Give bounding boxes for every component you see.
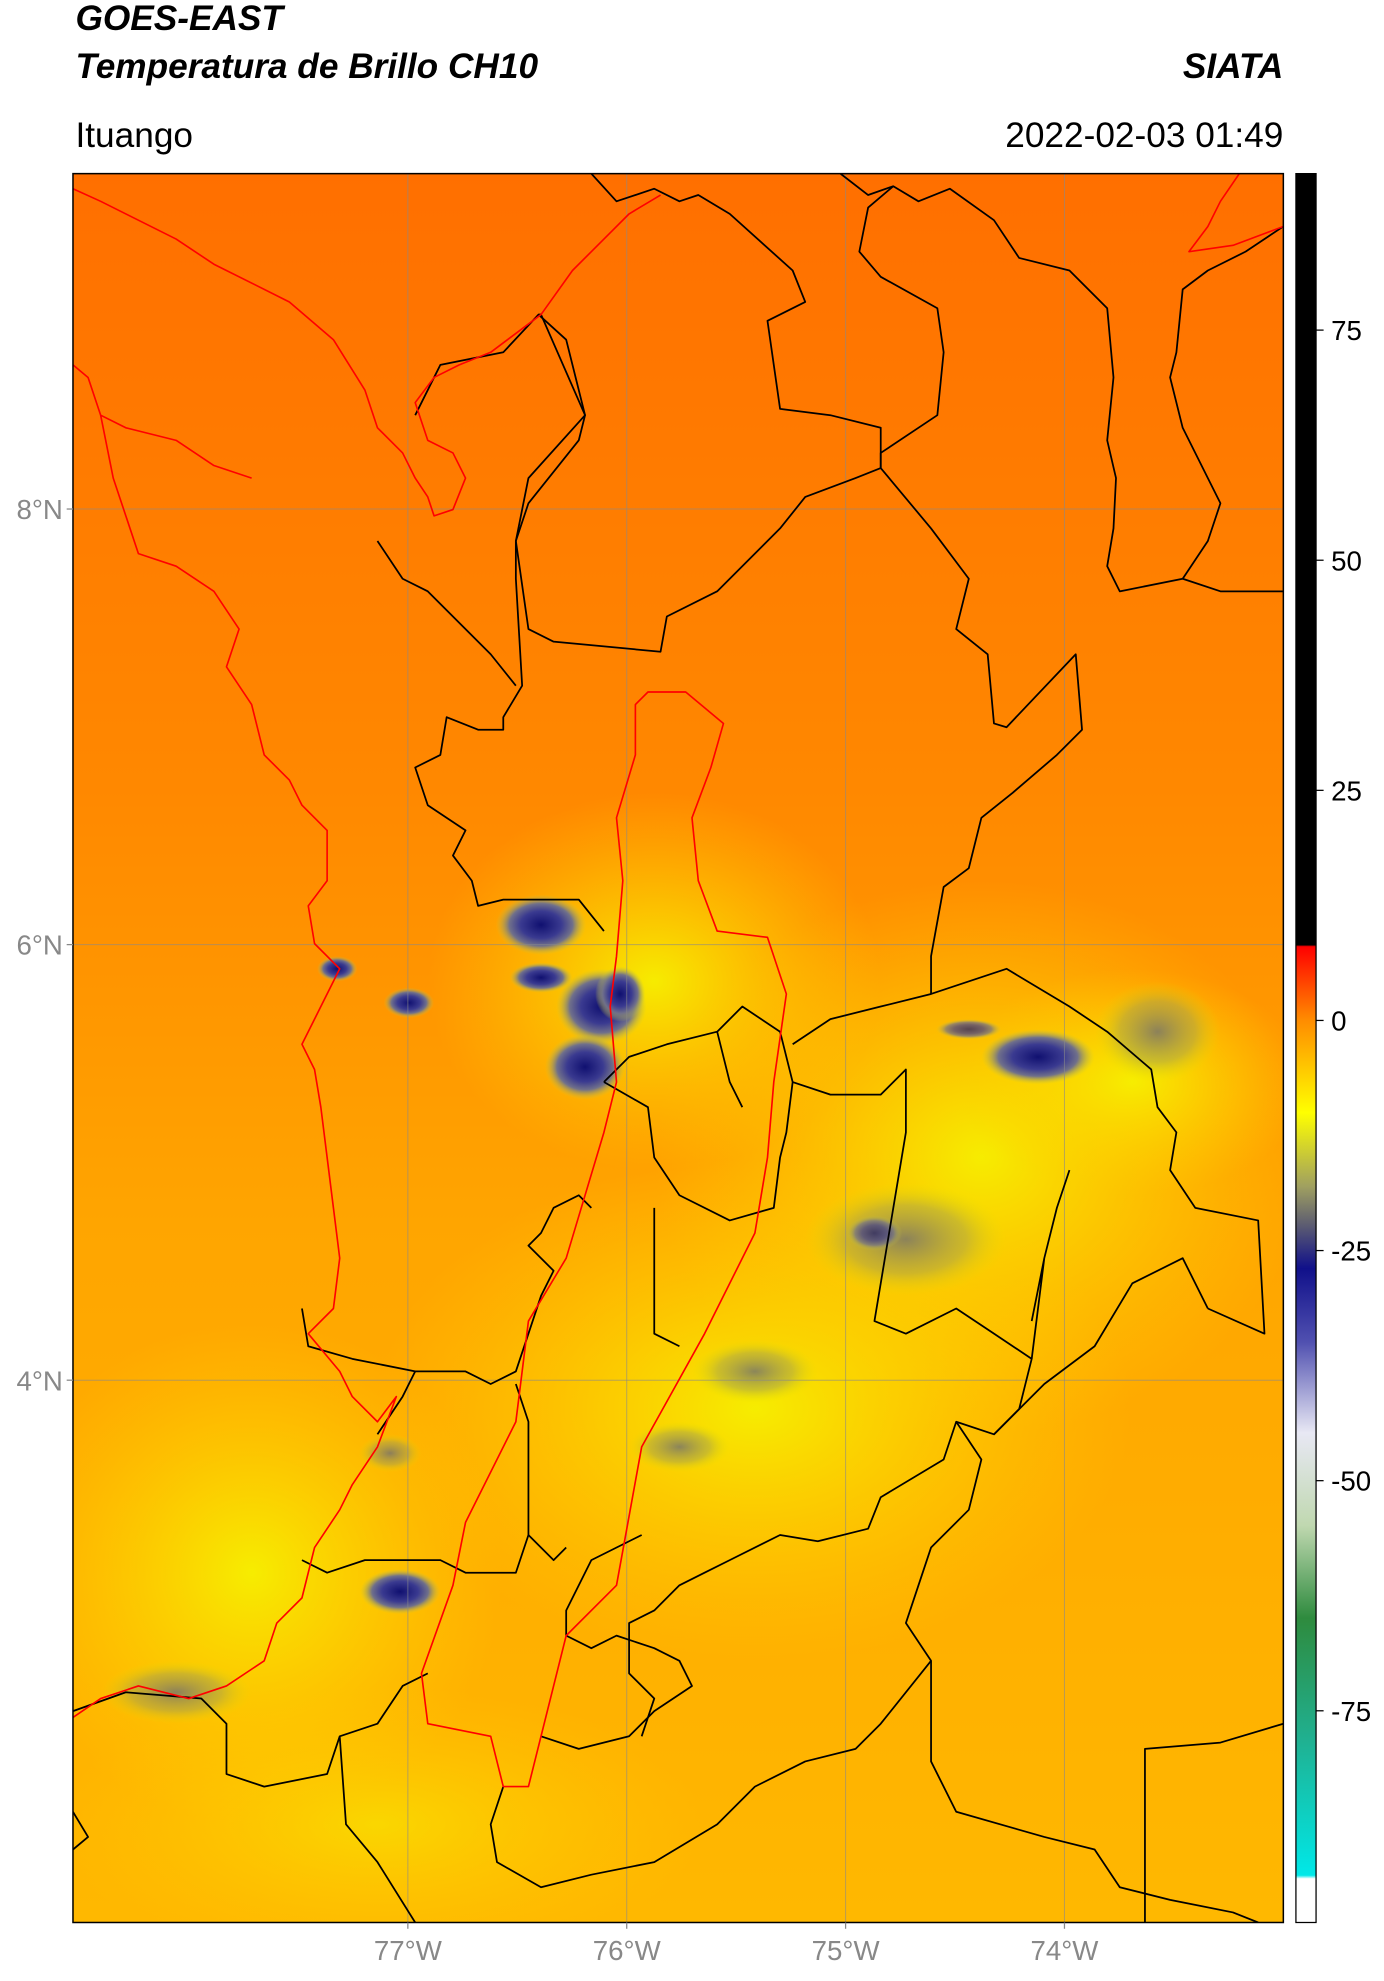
x-tick-label: 77°W [374, 1935, 443, 1966]
colorbar-tick-label: -75 [1331, 1696, 1371, 1727]
colorbar-tick-label: -25 [1331, 1236, 1371, 1267]
y-tick-label: 8°N [16, 494, 62, 525]
x-tick-label: 76°W [593, 1935, 662, 1966]
colorbar-tick-label: 75 [1331, 315, 1362, 346]
title: GOES-EAST [75, 0, 285, 38]
colorbar [1295, 172, 1317, 1924]
map-frame [72, 172, 1285, 1924]
location: Ituango [75, 116, 193, 155]
y-tick-label: 6°N [16, 930, 62, 961]
borders [72, 173, 1284, 1923]
coastline [72, 173, 1284, 1719]
ituango-basin [420, 691, 788, 1788]
colorbar-tick-label: 0 [1331, 1006, 1346, 1037]
subtitle: Temperatura de Brillo CH10 [75, 47, 538, 86]
clouds [100, 894, 1221, 1724]
colorbar-tick-label: 50 [1331, 545, 1362, 576]
x-tick-label: 74°W [1031, 1935, 1100, 1966]
colorbar-tick-label: 25 [1331, 775, 1362, 806]
colorbar-tick-label: -50 [1331, 1466, 1371, 1497]
map-axes: 77°W 76°W 75°W 74°W 4°N 6°N 8°N [16, 494, 1099, 1966]
source: SIATA [1183, 47, 1283, 86]
timestamp: 2022-02-03 01:49 [1005, 116, 1283, 155]
colorbar-ticks: -75 -50 -25 0 25 50 75 [1316, 315, 1371, 1727]
map [72, 173, 1284, 1923]
y-tick-label: 4°N [16, 1365, 62, 1396]
x-tick-label: 75°W [812, 1935, 881, 1966]
